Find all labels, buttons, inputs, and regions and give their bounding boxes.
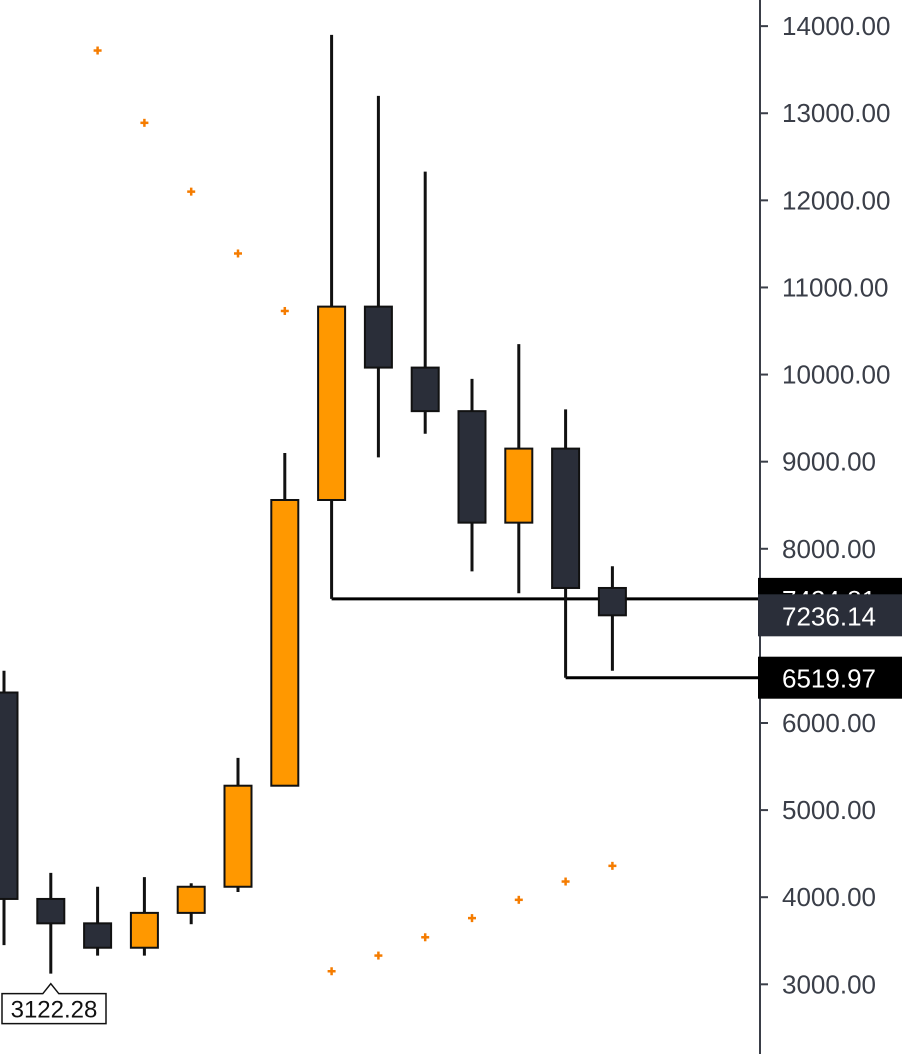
sar-dot [234, 249, 242, 258]
candle [597, 566, 627, 671]
sar-dot [374, 951, 383, 960]
sar-dot [561, 877, 570, 886]
y-tick-label: 4000.00 [782, 882, 876, 912]
candle-body-down [0, 691, 19, 900]
candle-body-down [551, 447, 581, 589]
candle [551, 409, 581, 678]
y-tick-label: 8000.00 [782, 534, 876, 564]
price-axis[interactable]: 14000.00 13000.00 12000.00 11000.00 10000.00… [760, 11, 890, 999]
y-tick-label: 13000.00 [782, 98, 890, 128]
candle [223, 757, 253, 892]
low-label-text: 3122.28 [11, 997, 98, 1024]
low-label-box [1, 982, 107, 1025]
y-tick-label: 5000.00 [782, 795, 876, 825]
horizontal-levels [331, 597, 760, 680]
candle-body-down [83, 922, 113, 949]
sar-dot [93, 46, 102, 55]
y-tick-label: 9000.00 [782, 447, 876, 477]
current-price-tag-bg [758, 594, 902, 637]
candle-body-down [410, 366, 440, 413]
candle-body-up [223, 784, 253, 888]
candle [270, 452, 300, 787]
y-tick-label: 12000.00 [782, 185, 890, 215]
candle [129, 877, 159, 956]
level-price-tag-text: 6519.97 [782, 664, 876, 694]
candle-body-down [36, 897, 66, 925]
sar-dot [514, 895, 523, 904]
candle [176, 883, 206, 925]
candle-body-down [457, 410, 487, 524]
y-tick-label: 11000.00 [782, 272, 889, 302]
current-price-tag-text: 7236.14 [782, 601, 876, 631]
sar-dot [187, 187, 196, 196]
y-tick-label: 6000.00 [782, 708, 876, 738]
sar-dot [327, 967, 336, 976]
parabolic-sar-dots [93, 46, 617, 976]
low-marker: 3122.28 [1, 982, 107, 1025]
candle [317, 34, 347, 599]
candle-body-up [129, 911, 159, 949]
sar-dot [468, 914, 476, 923]
candles [0, 34, 627, 974]
candle [36, 872, 66, 974]
candle [457, 378, 487, 572]
candle-body-up [176, 885, 206, 914]
current-price-tag: 7236.14 [758, 594, 902, 637]
candle-body-up [504, 447, 534, 524]
y-tick-label: 3000.00 [782, 969, 876, 999]
candle [83, 886, 113, 956]
sar-dot [608, 861, 617, 870]
y-tick-label: 10000.00 [782, 360, 890, 390]
sar-dot [280, 306, 289, 315]
candle [363, 95, 393, 458]
candle [410, 171, 440, 434]
y-tick-label: 14000.00 [782, 11, 890, 41]
candle-body-up [317, 305, 347, 501]
candle-body-down [363, 305, 393, 369]
candle [504, 344, 534, 594]
candle-body-up [270, 498, 300, 787]
candle-body-down [597, 586, 627, 617]
sar-dot [140, 118, 149, 127]
sar-dot [421, 933, 430, 942]
level-price-tag-bg [758, 656, 902, 699]
candle [0, 670, 19, 946]
level-price-tag: 6519.97 [758, 656, 902, 699]
